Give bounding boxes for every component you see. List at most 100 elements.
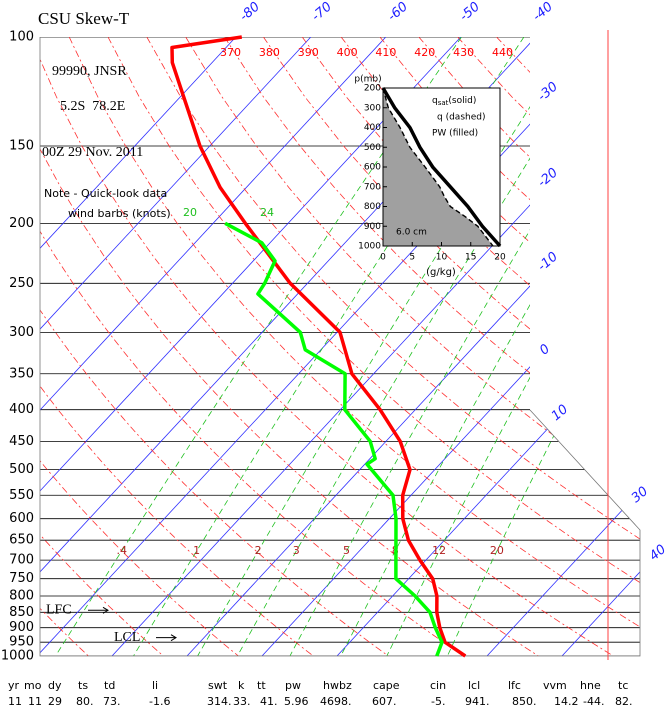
isotherm: [40, 37, 237, 656]
mixing-ratio-label: 1: [193, 544, 200, 557]
dry-adiabat: [68, 37, 640, 656]
inset-x-label: (g/kg): [426, 267, 456, 278]
dry-adiabat: [301, 37, 640, 656]
inset-legend: q (dashed): [437, 113, 485, 123]
chart-title: CSU Skew-T: [38, 9, 130, 28]
inset-y-tick-label: 500: [364, 143, 381, 153]
inset-x-tick-label: 5: [409, 253, 415, 263]
table-header: yr: [8, 679, 20, 692]
inset-x-tick-label: 10: [436, 253, 448, 263]
theta-label: 390: [298, 46, 319, 59]
inset-x-tick-label: 15: [465, 253, 476, 263]
moist-adiabat-label: 24: [260, 206, 274, 219]
inset-legend: qsat(solid): [432, 96, 476, 108]
dry-adiabat: [40, 37, 539, 656]
table-value: 11: [8, 695, 22, 708]
table-header: li: [152, 679, 158, 692]
isotherm: [40, 37, 387, 656]
annotation-arrow-head: [102, 606, 109, 614]
table-header: cape: [373, 679, 400, 692]
dry-adiabat: [107, 37, 640, 656]
theta-label: 410: [375, 46, 396, 59]
theta-label: 400: [337, 46, 358, 59]
inset-x-tick-label: 20: [494, 253, 506, 263]
inset-y-tick-label: 200: [364, 84, 381, 94]
time: 00Z 29 Nov. 2011: [42, 145, 143, 160]
mixing-ratio-line: [55, 37, 462, 656]
table-header: tc: [618, 679, 628, 692]
y-tick-label: 400: [9, 402, 34, 417]
table-header: pw: [285, 679, 301, 692]
inset-y-label: p(mb): [354, 75, 381, 85]
y-tick-label: 450: [9, 434, 34, 449]
inset-y-tick-label: 800: [364, 202, 381, 212]
isotherm: [40, 37, 612, 656]
table-header: hwbz: [323, 679, 352, 692]
mixing-ratio-line: [289, 37, 640, 656]
dry-adiabat: [224, 37, 640, 656]
y-tick-label: 850: [9, 605, 34, 620]
table-header: td: [104, 679, 115, 692]
y-tick-label: 900: [9, 620, 34, 635]
theta-label: 430: [453, 46, 474, 59]
table-value: 29: [48, 695, 62, 708]
inset-y-tick-label: 300: [364, 103, 381, 113]
table-header: hne: [580, 679, 601, 692]
table-header: lfc: [508, 679, 521, 692]
table-value: 33.: [233, 695, 251, 708]
inset-legend: PW (filled): [432, 129, 478, 139]
isotherm: [186, 37, 640, 656]
note: Note - Quick-look data: [44, 187, 167, 200]
annotation: LFC: [46, 603, 72, 618]
dry-adiabat: [146, 37, 640, 656]
table-value: 80.: [76, 695, 94, 708]
note: wind barbs (knots): [68, 207, 171, 220]
table-value: 850.: [512, 695, 537, 708]
dry-adiabat: [40, 37, 614, 656]
table-header: tt: [257, 679, 266, 692]
y-tick-label: 250: [9, 276, 34, 291]
inset-x-tick-label: 0: [380, 253, 386, 263]
legend-part: q: [432, 96, 438, 106]
inset-y-tick-label: 1000: [358, 242, 381, 252]
table-value: 941.: [465, 695, 490, 708]
table-header: lcl: [468, 679, 480, 692]
temperature-line: [170, 35, 467, 658]
dry-adiabat: [263, 37, 640, 656]
table-value: 14.2: [554, 695, 579, 708]
y-tick-label: 550: [9, 488, 34, 503]
dry-adiabat: [40, 37, 389, 656]
table-value: 11: [28, 695, 42, 708]
y-tick-label: 650: [9, 533, 34, 548]
table-value: -1.6: [149, 695, 170, 708]
q-line: [382, 87, 494, 247]
table-value: -44.: [583, 695, 604, 708]
inset-y-tick-label: 400: [364, 123, 381, 133]
station: 99990, JNSR: [52, 64, 127, 79]
table-value: 4698.: [320, 695, 352, 708]
theta-label: 420: [414, 46, 435, 59]
table-header: swt: [208, 679, 228, 692]
table-header: k: [238, 679, 245, 692]
table-value: 607.: [372, 695, 397, 708]
y-tick-label: 800: [9, 589, 34, 604]
qsat-line: [381, 87, 502, 248]
y-tick-label: 150: [9, 139, 34, 154]
theta-label: 440: [492, 46, 513, 59]
isotherm: [40, 37, 312, 656]
table-value: 73.: [103, 695, 121, 708]
y-tick-label: 600: [9, 511, 34, 526]
y-tick-label: 750: [9, 571, 34, 586]
y-tick-label: 100: [9, 30, 34, 45]
legend-part: (solid): [448, 96, 476, 106]
location: 5.2S 78.2E: [60, 99, 125, 114]
table-header: dy: [48, 679, 62, 692]
mixing-ratio-line: [237, 37, 607, 656]
y-tick-label: 950: [9, 635, 34, 650]
legend-part: sat: [438, 99, 449, 107]
theta-label: 380: [259, 46, 280, 59]
mixing-ratio-label: .4: [116, 544, 127, 557]
table-value: 5.96: [284, 695, 309, 708]
